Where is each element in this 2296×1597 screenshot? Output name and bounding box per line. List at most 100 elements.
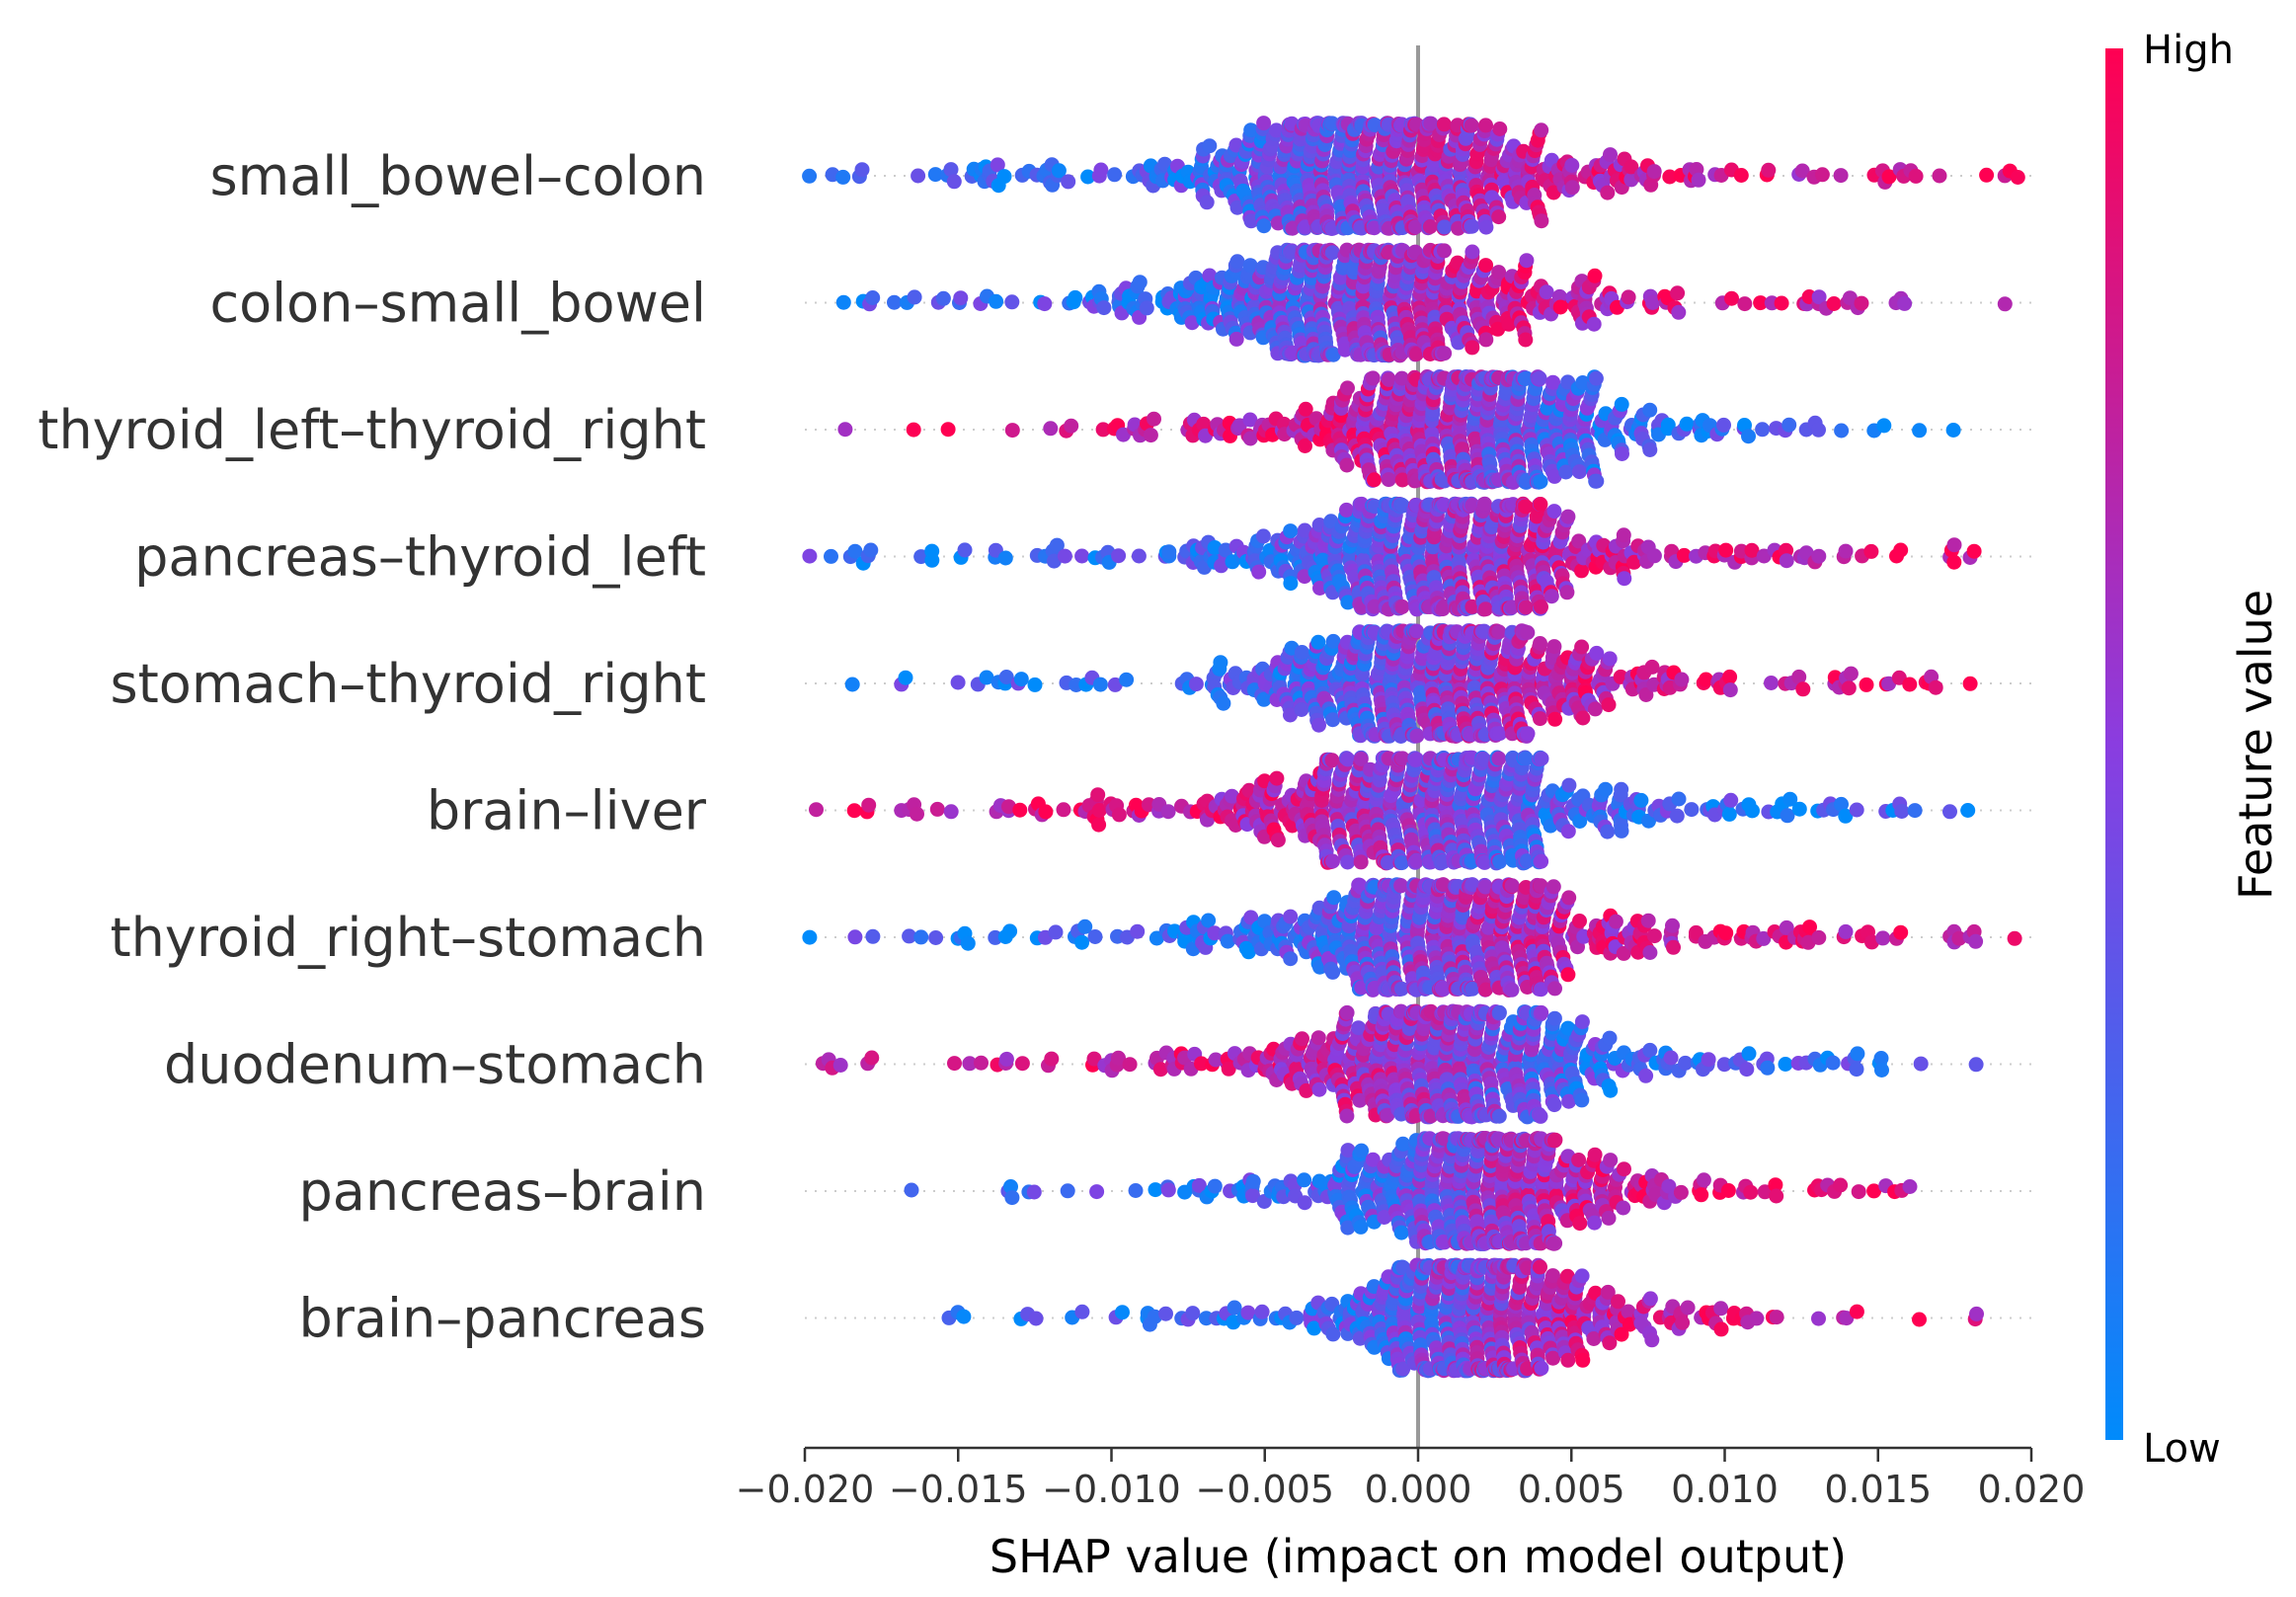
shap-point — [1946, 537, 1962, 553]
shap-point — [1671, 791, 1687, 807]
shap-point — [1478, 219, 1494, 235]
shap-point — [1560, 967, 1576, 983]
shap-point — [1325, 347, 1341, 362]
shap-point — [1646, 548, 1662, 564]
shap-point — [1477, 601, 1493, 617]
shap-point — [1546, 639, 1562, 655]
shap-point — [1504, 982, 1520, 998]
shap-point — [1143, 428, 1158, 443]
shap-point — [1814, 167, 1830, 183]
shap-point — [1408, 219, 1423, 235]
shap-point — [1080, 169, 1096, 185]
shap-point — [1600, 824, 1616, 839]
shap-point — [1004, 294, 1020, 310]
shap-point — [1640, 913, 1656, 928]
shap-point — [1533, 711, 1547, 727]
shap-point — [1545, 879, 1561, 895]
shap-point — [1270, 833, 1286, 848]
shap-point — [1755, 422, 1771, 438]
shap-point — [1539, 284, 1554, 300]
shap-point — [1520, 726, 1536, 742]
shap-point — [1533, 636, 1547, 651]
shap-point — [1666, 939, 1681, 955]
shap-point — [1465, 244, 1480, 260]
shap-point — [1546, 504, 1562, 519]
shap-point — [1478, 258, 1494, 274]
shap-point — [1518, 499, 1534, 515]
shap-point — [1465, 340, 1480, 356]
shap-point — [1064, 418, 1079, 434]
shap-point — [1544, 589, 1559, 604]
shap-point — [1311, 1081, 1327, 1097]
shap-point — [1283, 951, 1299, 967]
shap-point — [1534, 751, 1549, 766]
shap-point — [1795, 681, 1811, 697]
shap-point — [1184, 315, 1200, 331]
shap-point — [1572, 914, 1587, 928]
shap-point — [1087, 929, 1103, 944]
shap-point — [1863, 543, 1879, 559]
shap-point — [1603, 147, 1618, 163]
shap-point — [1646, 164, 1662, 180]
shap-point — [1160, 804, 1176, 820]
shap-point — [1161, 544, 1177, 560]
shap-point — [1202, 268, 1218, 283]
shap-point — [1811, 422, 1826, 438]
shap-point — [1966, 543, 1982, 559]
shap-point — [1534, 599, 1548, 614]
shap-point — [910, 168, 926, 184]
shap-point — [1894, 804, 1910, 819]
shap-point — [1586, 316, 1602, 332]
shap-point — [1119, 672, 1135, 687]
shap-point — [832, 1058, 848, 1073]
shap-point — [1764, 676, 1779, 690]
shap-point — [1519, 253, 1535, 269]
shap-point — [1437, 346, 1453, 361]
shap-point — [1907, 803, 1923, 819]
shap-point — [1269, 122, 1284, 138]
shap-point — [1365, 370, 1381, 386]
shap-point — [1575, 710, 1591, 726]
shap-point — [1876, 418, 1892, 434]
shap-point — [1091, 817, 1107, 833]
shap-point — [1132, 275, 1148, 290]
shap-point — [1722, 682, 1738, 698]
shap-point — [1367, 472, 1382, 488]
shap-point — [1608, 914, 1623, 929]
shap-point — [1464, 118, 1479, 133]
shap-point — [835, 294, 851, 310]
shap-point — [1774, 295, 1789, 311]
shap-point — [1130, 923, 1146, 939]
shap-point — [1644, 659, 1660, 675]
shap-point — [1353, 854, 1369, 870]
shap-point — [1875, 930, 1891, 946]
shap-point — [1679, 416, 1695, 432]
shap-point — [802, 548, 818, 564]
shap-point — [1617, 571, 1632, 587]
shap-point — [1912, 423, 1928, 439]
shap-point — [1601, 697, 1617, 713]
shap-point — [1781, 417, 1797, 433]
shap-point — [809, 802, 824, 818]
shap-point — [1737, 296, 1753, 312]
shap-point — [1337, 342, 1353, 358]
shap-point — [1674, 672, 1690, 687]
shap-point — [1423, 116, 1439, 131]
shap-point — [996, 169, 1012, 185]
shap-point — [1004, 423, 1020, 439]
shap-point — [1340, 752, 1356, 767]
shap-point — [1283, 523, 1299, 539]
shap-point — [1600, 185, 1616, 200]
shap-point — [1409, 728, 1425, 744]
shap-point — [1057, 548, 1072, 564]
shap-point — [1928, 679, 1943, 695]
shap-point — [1979, 167, 1995, 183]
shap-point — [1381, 472, 1396, 488]
shap-point — [865, 290, 881, 305]
shap-point — [946, 174, 962, 190]
shap-point — [1587, 701, 1603, 717]
shap-point — [1833, 168, 1849, 184]
shap-point — [1902, 677, 1918, 692]
shap-point — [1478, 118, 1493, 133]
shap-point — [1242, 258, 1258, 274]
